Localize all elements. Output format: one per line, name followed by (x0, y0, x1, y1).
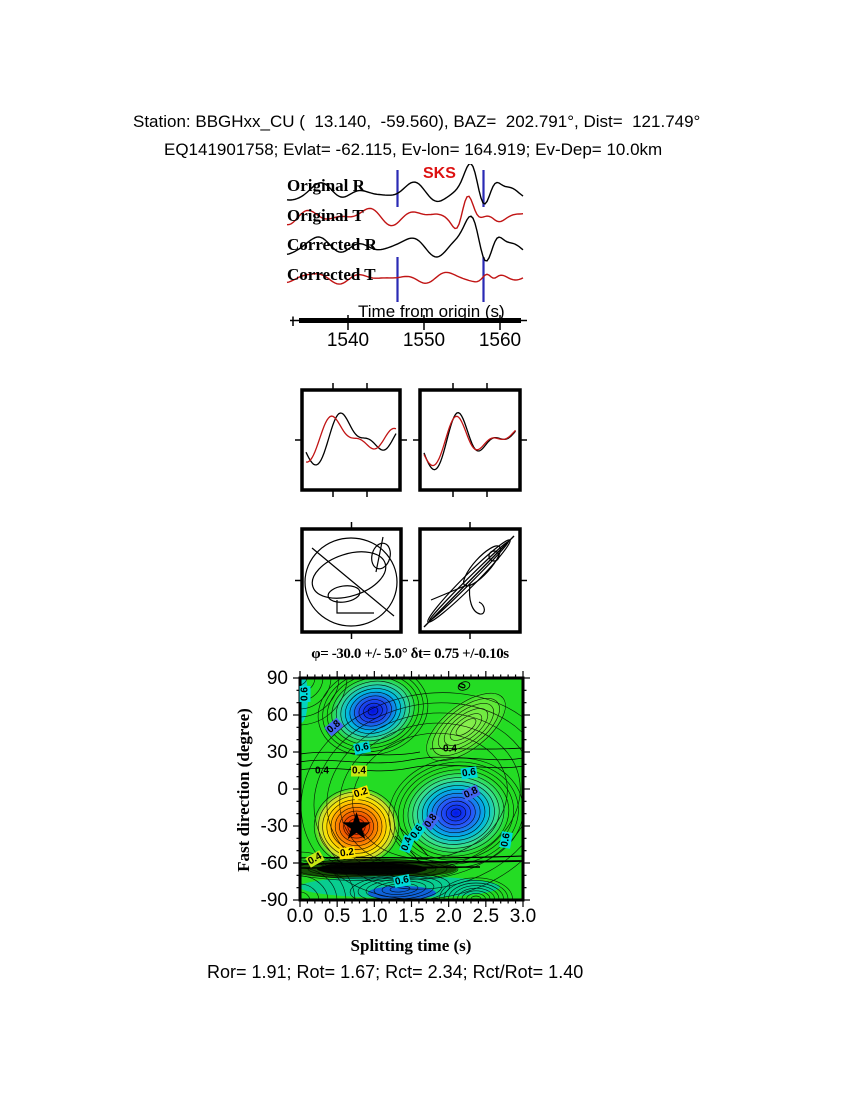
splitting-result-title: φ= -30.0 +/- 5.0° δt= 0.75 +/-0.10s (311, 646, 509, 662)
time-axis-label: Time from origin (s) (358, 302, 505, 321)
map-y-tick-label: 30 (266, 742, 288, 763)
time-tick-label: 1550 (402, 330, 446, 351)
map-x-axis-label: Splitting time (s) (350, 936, 472, 955)
map-y-tick-label: -30 (260, 816, 288, 837)
results-footer: Ror= 1.91; Rot= 1.67; Rct= 2.34; Rct/Rot… (207, 962, 584, 982)
map-x-tick-label: 1.0 (361, 906, 388, 927)
map-y-tick-label: 60 (266, 705, 288, 726)
particle-motion-after (423, 535, 515, 628)
waveform-compare-curves (305, 412, 516, 471)
contour-label: 0.4 (443, 743, 457, 755)
event-header-line2: EQ141901758; Evlat= -62.115, Ev-lon= 164… (164, 140, 663, 159)
seismogram-traces (286, 164, 524, 285)
map-y-tick-label: 90 (266, 668, 288, 689)
trace-label-original-r: Original R (287, 176, 365, 195)
map-x-tick-label: 0.5 (323, 906, 351, 927)
map-x-tick-label: 1.5 (398, 906, 425, 927)
particle-motion-panel (295, 522, 527, 639)
trace-corrected-r (286, 215, 524, 262)
time-tick-label: 1560 (478, 330, 522, 351)
map-y-tick-label: -60 (260, 853, 288, 874)
contour-label: 0.4 (315, 765, 329, 777)
contour-label: 0.4 (351, 765, 367, 777)
map-x-tick-label: 2.5 (472, 906, 500, 927)
error-surface-map (293, 671, 530, 907)
time-axis (290, 315, 527, 330)
particle-motion-before (304, 536, 398, 627)
map-x-tick-label: 0.0 (286, 906, 314, 927)
map-y-tick-label: -90 (260, 890, 288, 911)
slow-wave-before (305, 415, 397, 463)
contour-label: 0.2 (338, 846, 356, 860)
contour-label: 0.6 (299, 686, 311, 702)
map-x-tick-label: 3.0 (509, 906, 537, 927)
contour-label: 0.6 (460, 766, 478, 780)
waveform-compare-panel (295, 383, 527, 497)
map-axis-ticks (293, 671, 530, 907)
trace-original-t (286, 195, 524, 230)
time-tick-label: 1540 (326, 330, 370, 351)
trace-label-original-t: Original T (287, 206, 364, 225)
waveform-box-left (300, 388, 402, 492)
sks-window-markers (396, 170, 485, 302)
best-fit-star (342, 812, 371, 840)
trace-corrected-t (286, 271, 524, 285)
station-header-line1: Station: BBGHxx_CU ( 13.140, -59.560), B… (133, 112, 701, 131)
fast-wave-before (305, 412, 397, 466)
trace-original-r (286, 164, 524, 205)
map-x-tick-label: 2.0 (435, 906, 462, 927)
phase-label-sks: SKS (423, 165, 456, 182)
particle-box-ticks (295, 522, 527, 639)
trace-label-corrected-r: Corrected R (287, 235, 377, 254)
map-y-tick-label: 0 (277, 779, 288, 800)
trace-label-corrected-t: Corrected T (287, 265, 376, 284)
waveform-box-ticks (295, 383, 527, 497)
slow-wave-after (423, 415, 516, 467)
